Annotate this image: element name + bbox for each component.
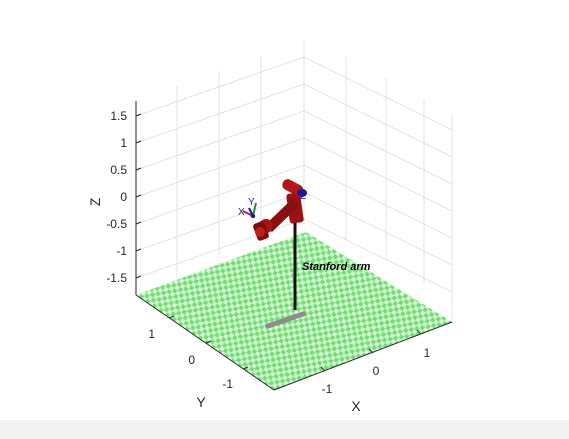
z-tick-label: -0.5 [106,217,127,231]
y-tick-label: 0 [188,353,195,367]
tool-frame-x-label: X [238,207,245,218]
robot-base-plate [264,310,307,330]
z-tick-label: -1.5 [106,271,127,285]
x-axis-label: X [351,398,361,414]
y-axis-label: Y [196,394,206,410]
joint-marker-icon [297,189,307,197]
back-grid [135,41,453,321]
figure-bottom-band [0,420,569,439]
tool-frame-z-label: Z [300,191,306,202]
z-ticks [135,113,142,279]
tool-frame-y-label: Y [248,197,255,208]
z-tick-label: 1 [120,136,127,150]
stanford-arm-robot[interactable]: X Y Z Stanford arm [238,177,371,330]
z-tick-label: 0 [120,190,127,204]
z-axis-label: Z [87,197,103,206]
x-tick-label: 1 [424,346,431,360]
x-tick-label: -1 [322,382,333,396]
checkered-floor [136,232,452,390]
z-tick-label: 0.5 [110,163,127,177]
x-tick-label: 0 [373,364,380,378]
z-tick-label: 1.5 [110,109,127,123]
y-ticks [168,315,249,370]
z-tick-label: -1 [116,244,127,258]
x-ticks [320,329,422,372]
y-tick-label: -1 [222,377,233,391]
robot-flange [255,227,265,237]
axis-lines [135,101,453,391]
3d-plot-canvas[interactable]: 1.5 1 0.5 0 -0.5 -1 -1.5 1 0 -1 -1 0 1 Z… [0,0,569,420]
tool-frame-triad: X Y Z [238,191,306,219]
y-tick-label: 1 [148,327,155,341]
robot-name-label: Stanford arm [302,261,371,273]
robot-prismatic-link [264,199,300,232]
